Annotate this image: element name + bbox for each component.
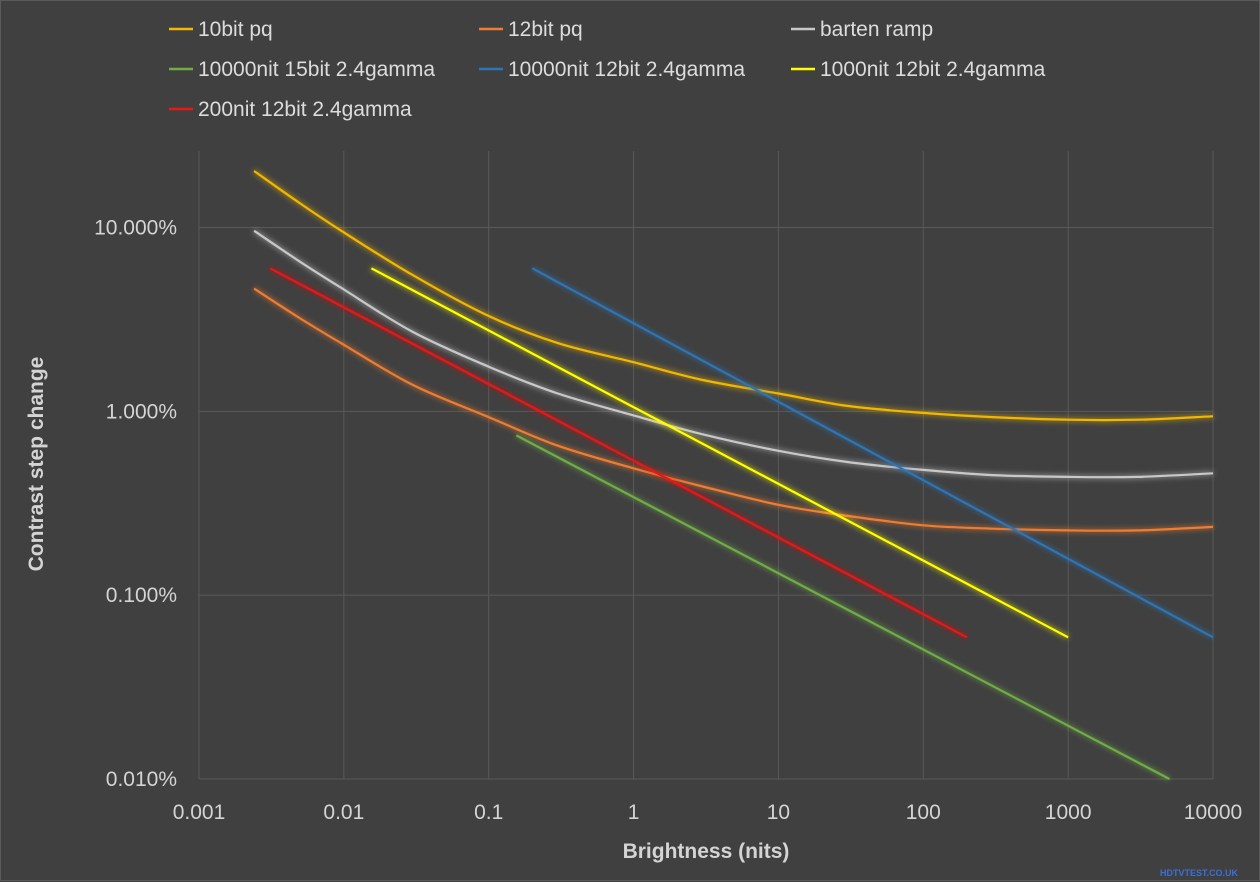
x-tick-label: 10 [767, 801, 790, 824]
x-tick-label: 10000 [1184, 801, 1242, 824]
y-tick-label: 10.000% [94, 216, 177, 239]
y-tick-label: 0.100% [106, 584, 177, 607]
legend-label-1: 12bit pq [508, 18, 583, 41]
series-line-3 [515, 434, 1170, 780]
legend-label-0: 10bit pq [198, 18, 273, 41]
x-tick-label: 1000 [1045, 801, 1092, 824]
series-line-2 [253, 229, 1214, 479]
x-axis-title: Brightness (nits) [623, 840, 790, 863]
x-tick-label: 0.001 [173, 801, 226, 824]
x-tick-label: 0.01 [323, 801, 364, 824]
x-axis-ticks: 0.001 0.01 0.1 1 10 100 1000 10000 [173, 801, 1242, 824]
legend-label-2: barten ramp [820, 18, 933, 41]
y-tick-label: 1.000% [106, 400, 177, 423]
y-axis-title: Contrast step change [25, 357, 48, 572]
series-line-5 [370, 267, 1069, 639]
watermark-logo: HDTVTEST.CO.UK [1160, 868, 1239, 878]
series-line-6 [269, 267, 968, 639]
x-tick-label: 1 [628, 801, 640, 824]
legend-label-4: 10000nit 12bit 2.4gamma [508, 58, 745, 81]
x-tick-label: 100 [906, 801, 941, 824]
gridlines [198, 151, 1214, 780]
legend: 10bit pq 12bit pq barten ramp 10000nit 15bi… [169, 18, 1046, 121]
series-line-4 [531, 267, 1214, 639]
series-line-0 [253, 170, 1214, 422]
series-line-1 [253, 287, 1214, 532]
y-axis-ticks: 0.010% 0.100% 1.000% 10.000% [94, 216, 177, 791]
x-tick-label: 0.1 [474, 801, 503, 824]
legend-label-3: 10000nit 15bit 2.4gamma [198, 58, 435, 81]
legend-label-5: 1000nit 12bit 2.4gamma [820, 58, 1046, 81]
legend-label-6: 200nit 12bit 2.4gamma [198, 98, 412, 121]
plot-lines [253, 170, 1214, 780]
y-tick-label: 0.010% [106, 768, 177, 791]
